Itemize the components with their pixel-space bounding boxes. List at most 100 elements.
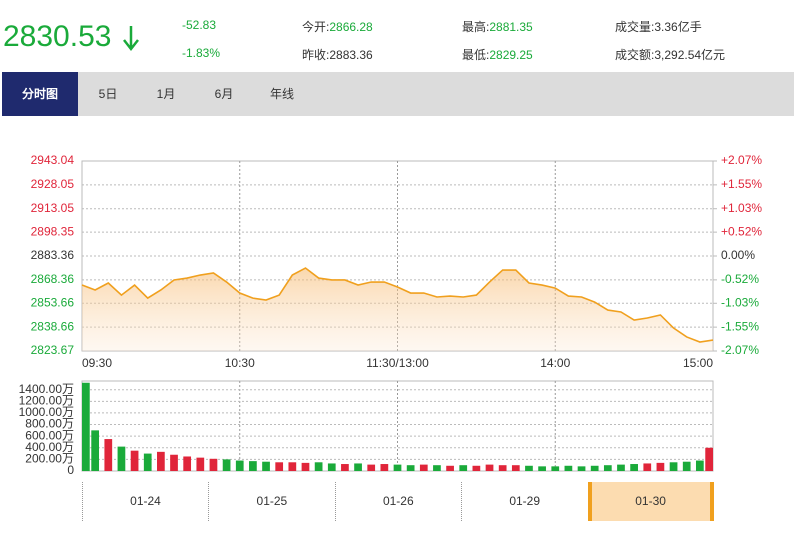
prev-close: 昨收:2883.36: [302, 46, 373, 63]
change-pct: -1.83%: [182, 46, 221, 60]
date-tab[interactable]: 01-24: [82, 482, 208, 521]
tab[interactable]: 分时图: [2, 72, 78, 116]
x-tick-label: 09:30: [82, 356, 112, 370]
volume-bar: [446, 465, 454, 471]
y-tick-label: 2913.05: [31, 201, 75, 215]
volume-bar: [341, 464, 349, 471]
volume-bar: [682, 461, 691, 471]
volume-bar: [485, 464, 494, 471]
price: 2830.53: [3, 20, 112, 53]
volume-bar: [643, 463, 652, 471]
volume-bar: [538, 466, 546, 471]
y2-tick-label: +1.03%: [721, 201, 762, 215]
y2-tick-label: -1.03%: [721, 295, 759, 309]
low: 最低:2829.25: [462, 46, 533, 63]
y2-tick-label: +1.55%: [721, 177, 762, 191]
x-tick-label: 11:30/13:00: [366, 356, 429, 370]
y-tick-label: 0: [67, 463, 74, 477]
volume-bar: [525, 465, 533, 471]
volume-bar: [367, 464, 376, 471]
tab-bar: 分时图 5日 1月 6月 年线: [2, 72, 794, 116]
volume-bar: [130, 450, 139, 471]
volume-bar: [314, 462, 323, 471]
label: 最高:: [462, 20, 490, 34]
volume-bar: [91, 430, 100, 471]
x-tick-label: 15:00: [683, 356, 713, 370]
volume-bar: [472, 465, 481, 471]
volume-bar: [249, 461, 257, 471]
label: 成交量:: [615, 20, 655, 34]
volume-bar: [117, 446, 126, 471]
volume-bar: [104, 439, 113, 471]
value: 2883.36: [329, 48, 373, 62]
date-tab[interactable]: 01-26: [334, 482, 461, 521]
volume-bar: [511, 465, 520, 471]
volume-bar: [82, 382, 90, 471]
y2-tick-label: +2.07%: [721, 153, 762, 167]
y2-tick-label: -1.55%: [721, 319, 759, 333]
price-line: [81, 267, 714, 343]
x-tick-label: 14:00: [540, 356, 570, 370]
date-tab[interactable]: 01-25: [208, 482, 334, 521]
y-tick-label: 400.00万: [25, 440, 74, 454]
y-tick-label: 2928.05: [31, 177, 75, 191]
y2-tick-label: -2.07%: [721, 343, 759, 357]
change: -52.83: [182, 18, 217, 32]
y2-tick-label: -0.52%: [721, 272, 759, 286]
volume-bar: [705, 447, 713, 471]
amount: 成交额:3,292.54亿元: [615, 46, 725, 63]
volume-bar: [393, 464, 402, 471]
x-tick-label: 10:30: [225, 356, 255, 370]
volume-bar: [551, 466, 560, 471]
volume-bar: [354, 463, 362, 471]
volume-bar: [275, 462, 284, 471]
tab[interactable]: 1月: [156, 87, 176, 101]
volume-bar: [222, 459, 231, 471]
value: 2829.25: [489, 48, 533, 62]
volume-bar: [498, 465, 507, 471]
y-tick-label: 1400.00万: [19, 382, 74, 396]
volume-bar: [183, 456, 192, 471]
open: 今开:2866.28: [302, 18, 373, 35]
volume-bar: [327, 463, 336, 471]
y-tick-label: 600.00万: [25, 428, 74, 442]
volume-bar: [669, 462, 678, 471]
volume-bar: [419, 464, 428, 471]
volume-bar: [630, 464, 638, 471]
volume-bar: [157, 451, 165, 471]
volume-bar: [695, 460, 704, 471]
y-tick-label: 2943.04: [31, 153, 75, 167]
y-tick-label: 2883.36: [31, 248, 75, 262]
volume-bar: [433, 465, 441, 471]
volume-bar: [564, 465, 573, 471]
y-tick-label: 2898.35: [31, 224, 75, 238]
volume-bar: [301, 462, 310, 471]
tab[interactable]: 5日: [98, 87, 118, 101]
y-tick-label: 1200.00万: [19, 393, 74, 407]
value: 3.36亿手: [654, 20, 702, 34]
tab[interactable]: 年线: [269, 87, 294, 101]
high: 最高:2881.35: [462, 18, 533, 35]
tab[interactable]: 6月: [214, 87, 234, 101]
value: 3,292.54亿元: [654, 48, 726, 62]
y-tick-label: 2838.66: [31, 319, 75, 333]
label: 最低:: [462, 48, 490, 62]
price-area: [82, 268, 713, 351]
volume-bar: [209, 458, 218, 471]
volume-bar: [235, 460, 244, 471]
date-tab[interactable]: 01-29: [461, 482, 587, 521]
value: 2866.28: [329, 20, 373, 34]
y2-tick-label: 0.00%: [721, 248, 755, 262]
label: 今开:: [302, 20, 330, 34]
volume-bar: [170, 454, 178, 471]
date-tab[interactable]: 01-30: [587, 482, 714, 521]
volume-bar: [380, 464, 389, 471]
y2-tick-label: +0.52%: [721, 224, 762, 238]
volume-bar: [196, 457, 205, 471]
volume-bar: [459, 465, 468, 471]
volume-bar: [656, 462, 665, 471]
y-tick-label: 2868.36: [31, 272, 75, 286]
y-tick-label: 1000.00万: [19, 405, 74, 419]
